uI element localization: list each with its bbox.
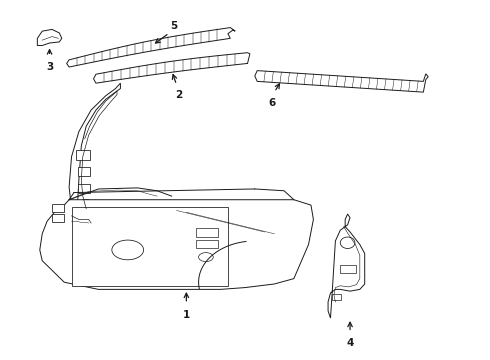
Ellipse shape bbox=[340, 237, 355, 248]
Polygon shape bbox=[40, 200, 314, 289]
Text: 6: 6 bbox=[268, 98, 275, 108]
Text: 4: 4 bbox=[346, 338, 354, 348]
Polygon shape bbox=[67, 28, 235, 67]
FancyBboxPatch shape bbox=[332, 294, 341, 300]
FancyBboxPatch shape bbox=[78, 184, 90, 193]
Ellipse shape bbox=[198, 253, 213, 262]
FancyBboxPatch shape bbox=[78, 167, 90, 176]
Text: 2: 2 bbox=[175, 90, 183, 100]
FancyBboxPatch shape bbox=[196, 240, 218, 248]
Polygon shape bbox=[255, 71, 428, 92]
Polygon shape bbox=[328, 214, 365, 318]
Ellipse shape bbox=[112, 240, 144, 260]
Polygon shape bbox=[94, 53, 250, 83]
FancyBboxPatch shape bbox=[72, 207, 228, 286]
Text: 1: 1 bbox=[183, 310, 190, 320]
FancyBboxPatch shape bbox=[52, 215, 64, 222]
FancyBboxPatch shape bbox=[340, 265, 356, 273]
Text: 5: 5 bbox=[171, 21, 178, 31]
Text: 3: 3 bbox=[46, 62, 53, 72]
Polygon shape bbox=[69, 83, 121, 223]
FancyBboxPatch shape bbox=[52, 204, 64, 212]
FancyBboxPatch shape bbox=[76, 149, 90, 160]
Ellipse shape bbox=[81, 199, 92, 207]
FancyBboxPatch shape bbox=[196, 228, 218, 237]
